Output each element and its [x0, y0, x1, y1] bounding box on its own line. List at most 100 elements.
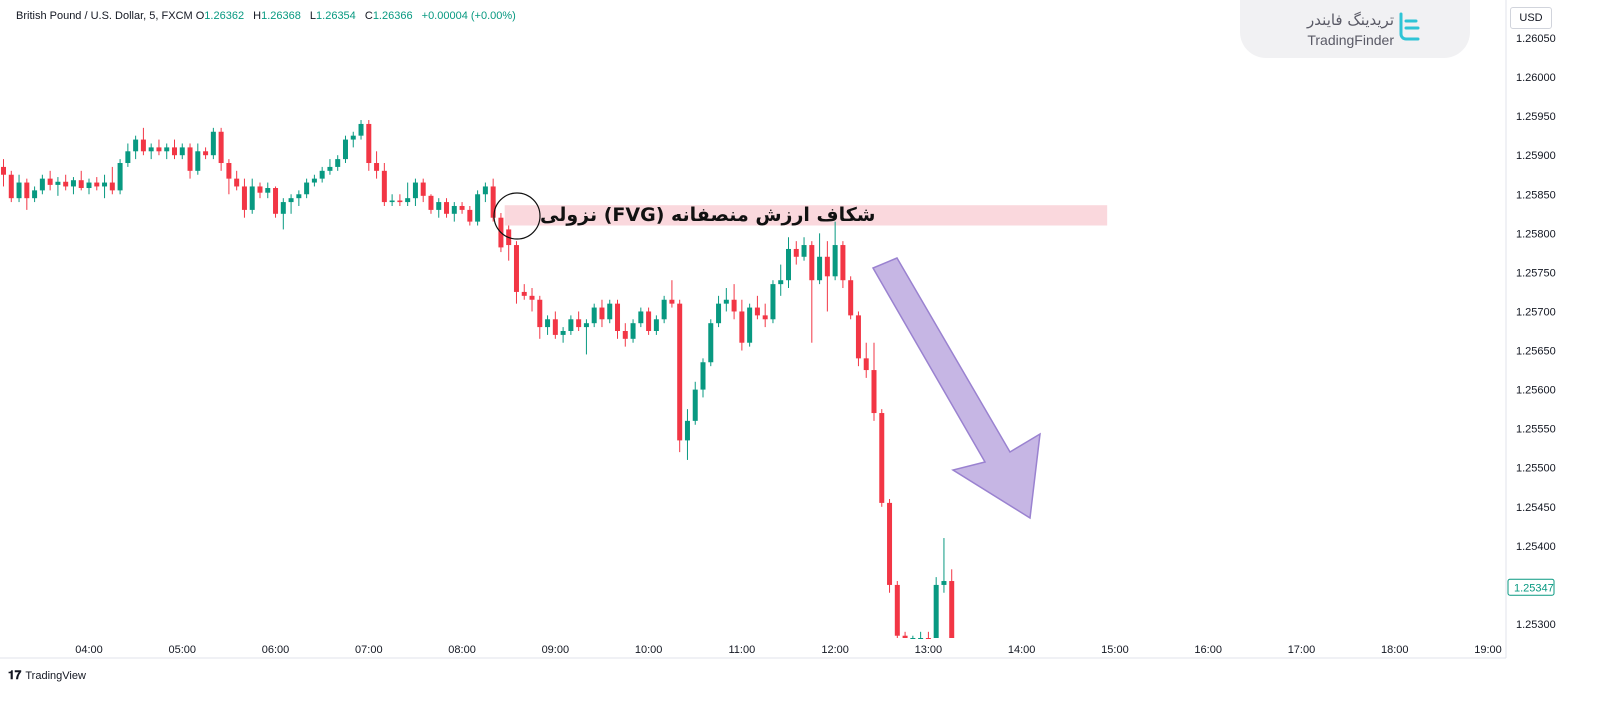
candle-body	[661, 299, 667, 320]
candle	[187, 143, 193, 179]
high-value: 1.26368	[261, 10, 301, 22]
candle	[467, 205, 473, 226]
candle-body	[824, 256, 830, 277]
time-tick-label: 10:00	[635, 644, 663, 656]
candle-body	[133, 139, 139, 152]
price-tick-label: 1.25850	[1516, 189, 1556, 201]
candle	[109, 166, 115, 195]
candle-body	[319, 170, 325, 179]
candle-body	[389, 200, 395, 203]
candle-body	[809, 245, 815, 281]
time-tick-label: 05:00	[169, 644, 197, 656]
candle	[257, 182, 263, 199]
candle	[887, 498, 893, 593]
candle	[731, 284, 737, 320]
open-label: O	[195, 10, 205, 22]
candle-body	[622, 331, 628, 339]
last-price-label: 1.25347	[1514, 582, 1554, 594]
candle-body	[615, 303, 621, 331]
candle	[762, 303, 768, 328]
candle	[179, 143, 185, 160]
candle-body	[747, 307, 753, 343]
candle-body	[366, 123, 372, 164]
candle	[723, 288, 729, 312]
candle-body	[793, 248, 799, 257]
candle	[871, 342, 877, 421]
candle-body	[102, 182, 108, 187]
down-arrow-icon	[871, 257, 1041, 520]
high-label: H	[253, 10, 262, 22]
candle-body	[669, 299, 675, 304]
brand-name-en: TradingFinder	[1307, 32, 1394, 48]
candle-body	[568, 319, 574, 331]
candle-body	[304, 182, 310, 195]
price-tick-label: 1.26050	[1516, 33, 1556, 45]
candle	[513, 241, 519, 304]
candle	[249, 178, 255, 214]
candle	[451, 202, 457, 222]
candle	[630, 319, 636, 343]
currency-button[interactable]: USD	[1510, 7, 1552, 29]
candle	[817, 233, 823, 285]
candle	[273, 186, 279, 218]
candle	[677, 299, 683, 453]
candle-body	[156, 147, 162, 152]
candle-body	[521, 291, 527, 296]
candle	[428, 194, 434, 214]
candle-body	[288, 198, 294, 203]
change-value: +0.00004 (+0.00%)	[421, 10, 516, 22]
candle	[591, 303, 597, 328]
price-tick-label: 1.25550	[1516, 424, 1556, 436]
candle	[140, 127, 146, 156]
candle	[117, 159, 123, 195]
candle-body	[716, 303, 722, 324]
time-tick-label: 09:00	[542, 644, 570, 656]
fvg-zone	[504, 205, 1108, 226]
candle	[296, 190, 302, 206]
price-tick-label: 1.25600	[1516, 385, 1556, 397]
close-value: 1.26366	[372, 10, 413, 22]
price-tick-label: 1.26000	[1516, 72, 1556, 84]
candle-body	[358, 123, 364, 136]
time-tick-label: 13:00	[915, 644, 943, 656]
candle	[607, 299, 613, 324]
candle	[848, 276, 854, 320]
brand-name-fa: تریدینگ فایندر	[1307, 11, 1394, 29]
candle	[265, 182, 271, 199]
candle-body	[63, 181, 69, 187]
candle-body	[918, 638, 924, 639]
candle-body	[762, 315, 768, 320]
candle	[358, 120, 364, 140]
candle-body	[218, 131, 224, 164]
candle-body	[420, 182, 426, 196]
candle	[397, 194, 403, 206]
candle-body	[249, 186, 255, 210]
time-tick-label: 12:00	[821, 644, 849, 656]
candle-body	[887, 502, 893, 585]
candle-body	[545, 319, 551, 328]
candle	[475, 190, 481, 226]
symbol-name[interactable]: British Pound / U.S. Dollar, 5, FXCM	[16, 10, 193, 22]
time-tick-label: 04:00	[75, 644, 103, 656]
candle	[335, 155, 341, 171]
candle-body	[70, 180, 76, 187]
time-tick-label: 17:00	[1288, 644, 1316, 656]
candle	[910, 635, 916, 639]
candle	[669, 280, 675, 308]
candle	[164, 143, 170, 160]
candle-body	[840, 245, 846, 281]
candle	[552, 311, 558, 339]
candle	[840, 241, 846, 289]
time-tick-label: 15:00	[1101, 644, 1129, 656]
tradingview-footer[interactable]: 𝟏𝟕 TradingView	[8, 668, 86, 683]
candle-body	[583, 323, 589, 328]
candle	[70, 177, 76, 195]
time-tick-label: 18:00	[1381, 644, 1409, 656]
candle-body	[871, 370, 877, 414]
candle-body	[125, 151, 131, 164]
candle	[288, 194, 294, 214]
fvg-circle-marker	[493, 192, 541, 240]
candle	[39, 174, 45, 195]
